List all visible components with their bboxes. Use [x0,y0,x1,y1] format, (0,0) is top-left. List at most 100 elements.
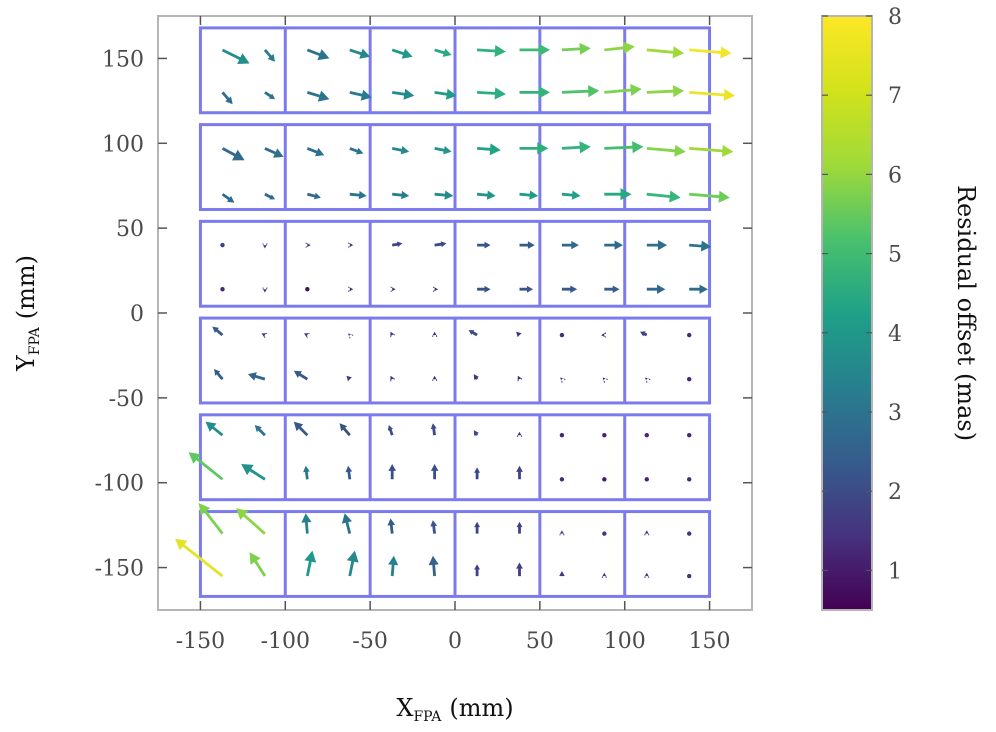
residual-arrow [646,46,685,59]
colorbar-tick-label: 3 [888,401,902,426]
colorbar-tick-label: 6 [888,163,902,188]
residual-arrow [254,425,266,437]
residual-arrow [516,431,523,437]
residual-arrow [262,243,268,249]
residual-arrow [293,421,309,437]
residual-arrow [391,48,413,59]
residual-arrow [559,432,565,438]
residual-arrow [559,332,565,338]
x-tick-label: -150 [176,629,225,654]
y-axis-label: YFPA(mm) [12,255,43,372]
residual-arrow [262,287,268,293]
residual-arrow [561,85,600,98]
y-tick-label: 50 [116,217,144,242]
residual-arrow [687,531,692,536]
residual-arrow [517,375,523,382]
residual-arrow [640,331,648,337]
residual-arrow [305,287,310,292]
residual-arrow [346,375,352,382]
residual-arrow [559,477,565,482]
colorbar-tick-label: 2 [888,480,902,505]
residual-arrow [306,48,330,61]
residual-arrow [646,284,666,294]
x-tick-label: 50 [526,629,554,654]
residual-arrow [341,513,352,534]
residual-arrow [687,573,692,579]
residual-arrow [477,45,506,57]
residual-arrow [604,285,620,293]
residual-arrow [602,531,607,536]
residual-arrow [293,370,309,381]
y-tick-label: -150 [95,557,144,582]
residual-arrow [468,330,478,337]
residual-arrow [388,464,396,480]
x-tick-label: 150 [689,629,731,654]
residual-arrow [198,503,224,535]
x-tick-label: -50 [352,629,387,654]
residual-arrow [303,465,310,480]
residual-arrow [221,193,235,203]
residual-arrow [391,146,410,155]
residual-arrow [601,572,608,578]
residual-arrow [433,286,438,292]
residual-arrow [473,374,479,380]
residual-arrow [519,86,550,99]
residual-arrow [604,141,644,154]
residual-arrow [602,477,607,482]
residual-arrow [646,144,686,157]
residual-arrow [261,333,268,339]
residual-arrow [348,242,354,248]
residual-arrow [349,190,367,200]
residual-arrow [188,452,224,481]
residual-arrow [263,49,276,62]
residual-arrow [220,242,225,248]
residual-arrow [477,285,491,293]
residual-arrow [476,190,496,200]
residual-arrow [645,377,651,383]
residual-arrow [604,240,623,250]
residual-arrow [601,332,606,338]
residual-arrow [247,372,266,381]
colorbar-tick-label: 5 [888,243,902,268]
colorbar-tick-label: 7 [888,84,902,109]
residual-arrow [561,240,579,250]
residual-arrow [220,287,225,292]
residual-arrow [241,464,266,481]
residual-arrow [474,467,480,480]
residual-arrow [349,48,371,59]
residual-arrow [431,375,438,381]
residual-arrow [687,332,692,338]
residual-arrow [387,518,396,534]
residual-arrow [392,241,403,247]
residual-arrow [689,284,708,294]
y-tick-label: -100 [95,472,144,497]
residual-arrow [307,192,321,200]
residual-arrow [214,369,224,381]
residual-arrow [434,48,452,57]
residual-arrow [345,465,353,480]
residual-arrow [646,240,668,251]
residual-arrow [339,423,351,437]
axis-ticks [158,16,752,610]
residual-arrow [644,432,649,438]
x-tick-label: 100 [604,629,646,654]
residual-arrow [561,285,578,293]
residual-arrow [175,538,224,578]
residual-arrow [477,241,491,249]
residual-arrow [390,331,396,338]
residual-arrow [559,571,565,577]
residual-arrow [516,521,523,534]
residual-vectors [175,41,735,579]
residual-arrow [687,376,692,382]
x-tick-label: -100 [261,629,310,654]
residual-arrow [221,91,233,105]
residual-arrow [390,286,396,292]
y-tick-label: -50 [109,387,144,412]
residual-arrow [434,241,447,248]
residual-arrow [205,421,224,437]
residual-arrow [519,43,550,56]
residual-arrow [221,48,250,64]
residual-arrow [431,331,438,337]
x-axis-label: XFPA (mm) [396,694,513,725]
colorbar [821,15,873,611]
